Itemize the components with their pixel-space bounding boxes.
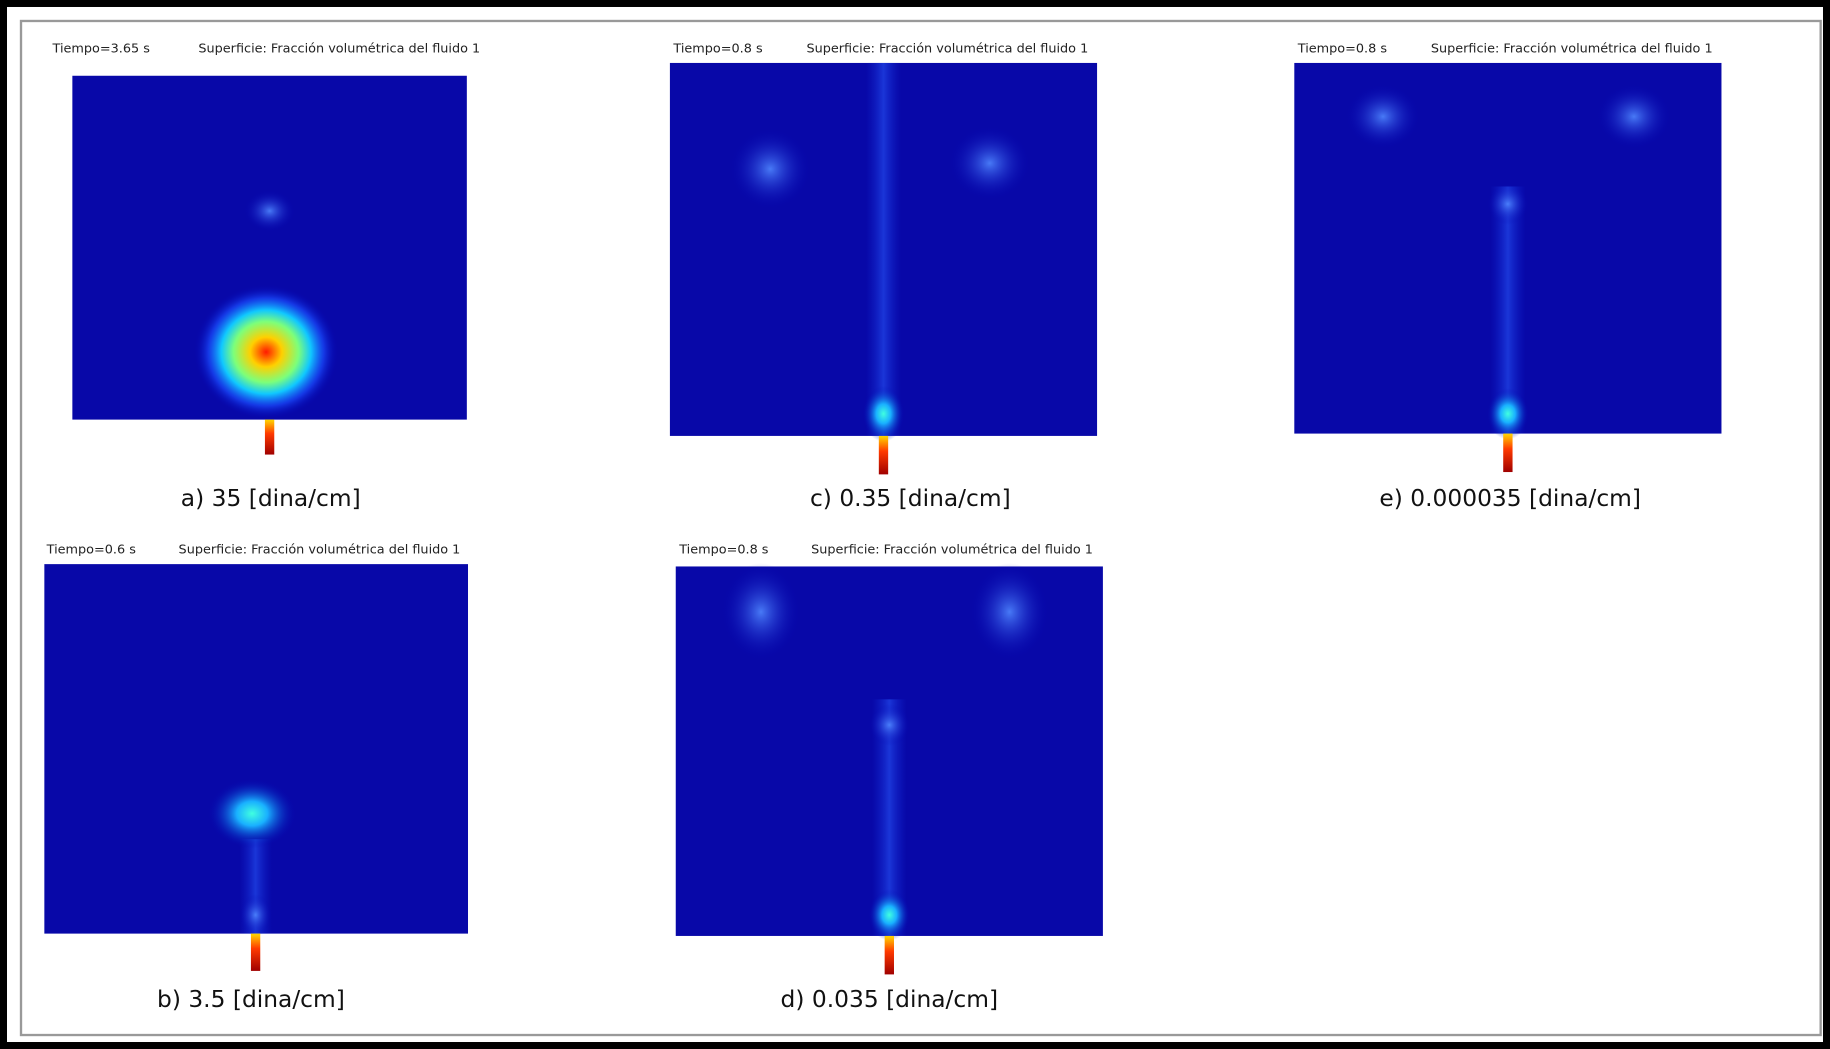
blob xyxy=(1486,182,1529,225)
blob xyxy=(207,778,297,849)
panel-surface: Superficie: Fracción volumétrica del flu… xyxy=(811,543,1093,558)
nozzle xyxy=(264,419,275,455)
nozzle xyxy=(1503,433,1513,473)
panel-time: Tiempo=0.6 s xyxy=(46,543,137,558)
caption: d) 0.035 [dina/cm] xyxy=(781,986,999,1013)
panel: Tiempo=0.6 s Superficie: Fracción volumé… xyxy=(44,543,469,1013)
panel: Tiempo=0.8 s Superficie: Fracción volumé… xyxy=(675,543,1103,1013)
nozzle xyxy=(250,933,261,971)
blob xyxy=(193,284,339,420)
panel-time: Tiempo=0.8 s xyxy=(678,543,769,558)
blob xyxy=(721,562,801,661)
panel-surface: Superficie: Fracción volumétrica del flu… xyxy=(1431,41,1713,56)
blob xyxy=(729,128,812,210)
caption: e) 0.000035 [dina/cm] xyxy=(1379,485,1641,512)
blob xyxy=(868,703,911,746)
caption: c) 0.35 [dina/cm] xyxy=(810,485,1011,512)
panel-surface: Superficie: Fracción volumétrica del flu… xyxy=(198,41,480,56)
panel-surface: Superficie: Fracción volumétrica del flu… xyxy=(806,41,1088,56)
blob xyxy=(239,893,272,936)
caption: a) 35 [dina/cm] xyxy=(181,485,361,512)
blob xyxy=(1486,388,1529,440)
jet xyxy=(865,62,901,436)
panel: Tiempo=0.8 s Superficie: Fracción volumé… xyxy=(1294,41,1722,512)
blob xyxy=(243,189,296,232)
panel-time: Tiempo=3.65 s xyxy=(52,41,151,56)
panel-time: Tiempo=0.8 s xyxy=(672,41,763,56)
blob xyxy=(862,385,905,442)
panel: Tiempo=3.65 s Superficie: Fracción volum… xyxy=(52,41,481,511)
panel-time: Tiempo=0.8 s xyxy=(1297,41,1388,56)
nozzle xyxy=(884,935,894,975)
blob xyxy=(1596,83,1672,150)
blob xyxy=(969,562,1050,661)
caption: b) 3.5 [dina/cm] xyxy=(157,986,345,1013)
blob xyxy=(868,889,911,941)
panel-surface: Superficie: Fracción volumétrica del flu… xyxy=(179,543,461,558)
inner-frame xyxy=(19,19,1822,1037)
nozzle xyxy=(878,435,889,475)
blob xyxy=(1345,83,1421,150)
panel: Tiempo=0.8 s Superficie: Fracción volumé… xyxy=(669,41,1098,512)
blob xyxy=(948,125,1031,201)
